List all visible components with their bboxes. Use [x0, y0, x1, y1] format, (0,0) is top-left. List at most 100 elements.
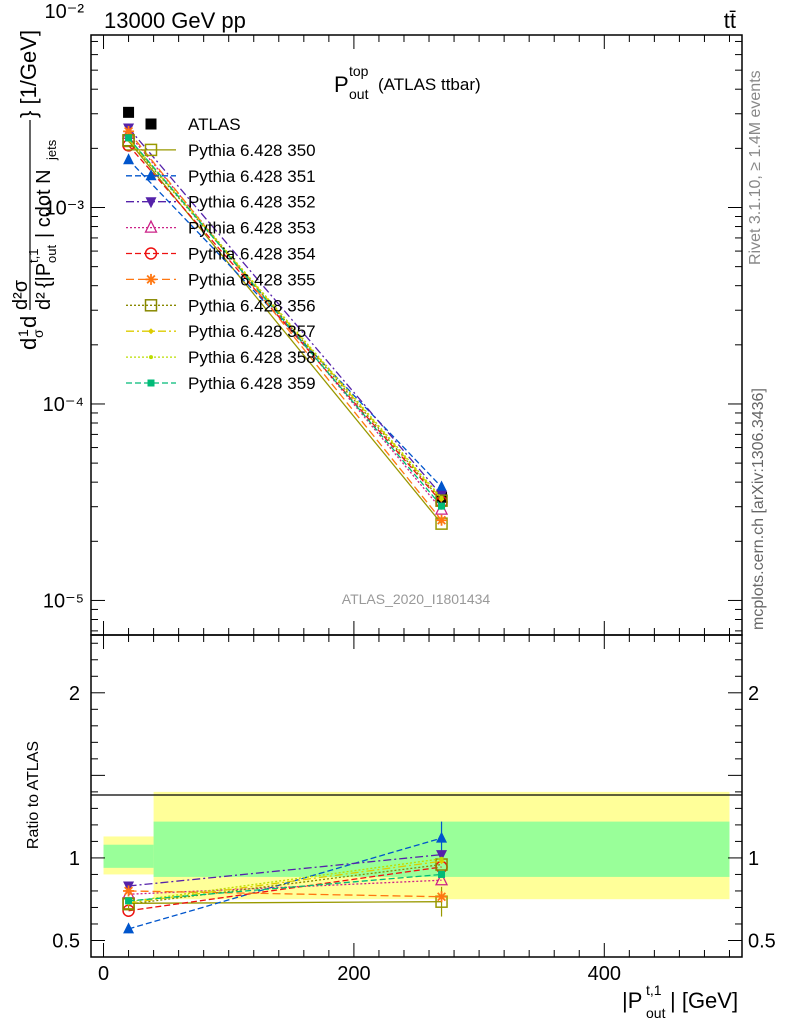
ratio-y-tick-label-left: 1 [69, 848, 80, 870]
ratio-y-tick-label-left: 2 [69, 683, 80, 705]
legend-label-8: Pythia 6.428 357 [188, 322, 316, 341]
main-y-axis-label: d 1 σ d d²σ d² {|P t,1 out | cdot N jets… [10, 30, 59, 350]
main-axis-ticks [91, 35, 742, 635]
ylabel-d2: d [16, 316, 41, 328]
ratio-point-5-1-stroke-3 [437, 892, 447, 902]
main-series-line-7 [128, 139, 443, 502]
main-series-line-5 [128, 144, 443, 503]
ratio-band-inner-0 [103, 844, 154, 868]
title-base: P [334, 72, 349, 97]
process-label: tt̄ [724, 8, 736, 33]
legend-marker-8 [148, 328, 154, 335]
main-plot-panel: 10⁻⁵ 10⁻⁴ 10⁻³ 10⁻² P top out (ATLAS ttbar)… [10, 1, 743, 636]
ratio-point-9-0 [125, 897, 133, 905]
ylabel-sigma: σ [30, 329, 46, 338]
legend-marker-6-stroke-3 [146, 274, 156, 284]
legend-label-4: Pythia 6.428 353 [188, 219, 316, 238]
plot-title: P top out (ATLAS ttbar) [334, 63, 481, 102]
ylabel-d: d [16, 338, 41, 350]
ratio-series-line-1 [128, 837, 442, 930]
analysis-id-label: ATLAS_2020_I1801434 [342, 591, 491, 607]
legend-marker-6 [145, 273, 157, 285]
main-point-9-1 [439, 495, 444, 500]
main-y-tick-labels: 10⁻⁵ 10⁻⁴ 10⁻³ 10⁻² [43, 1, 85, 612]
legend-label-2: Pythia 6.428 351 [188, 167, 316, 186]
ratio-point-1-1 [436, 831, 448, 843]
ratio-point-8-1 [439, 856, 444, 861]
legend-label-10: Pythia 6.428 359 [188, 374, 316, 393]
ratio-plot-panel: 0.5 0.5 1 1 2 2 0 200 400 Ratio to ATLAS |P t,1… [25, 634, 776, 1021]
ylabel-sub: out [44, 245, 59, 263]
ylabel-unit: } [1/GeV] [16, 30, 41, 118]
energy-label: 13000 GeV pp [104, 8, 246, 33]
title-sup: top [349, 63, 369, 79]
legend: ATLAS Pythia 6.428 350 Pythia 6.428 351 Pyt… [126, 115, 316, 393]
main-point-2-0 [123, 153, 135, 165]
ratio-series-line-5 [128, 890, 442, 898]
ratio-data-layer [122, 821, 449, 934]
ratio-y-tick-label-right: 2 [748, 683, 759, 705]
legend-marker-5 [144, 247, 158, 260]
ratio-axis-ticks [91, 635, 742, 957]
ratio-series-line-0 [128, 901, 442, 904]
legend-marker-0 [145, 118, 157, 130]
ratio-y-tick-label-left: 0.5 [52, 930, 80, 952]
title-sub: out [349, 86, 369, 102]
legend-label-9: Pythia 6.428 358 [188, 348, 316, 367]
x-axis-label: |P t,1 out | [GeV] [622, 982, 738, 1021]
ratio-y-tick-labels: 0.5 0.5 1 1 2 2 [52, 683, 776, 953]
main-series-line-6 [128, 130, 443, 521]
legend-marker-9 [149, 355, 153, 360]
main-point-2-1 [436, 480, 448, 492]
ratio-y-tick-label-right: 0.5 [748, 930, 776, 952]
legend-label-6: Pythia 6.428 355 [188, 270, 316, 289]
ratio-y-tick-label-right: 1 [748, 848, 759, 870]
legend-marker-7 [144, 299, 158, 312]
ratio-series-line-9 [128, 873, 442, 902]
ratio-point-3-1 [434, 872, 449, 886]
ratio-x-tick-label: 0 [98, 963, 109, 985]
legend-marker-2 [145, 169, 157, 181]
xlabel-sup: t,1 [646, 982, 662, 998]
ratio-series-line-6 [128, 863, 442, 905]
legend-marker-1 [144, 143, 158, 157]
ratio-x-tick-label: 400 [588, 963, 621, 985]
legend-marker-10 [147, 379, 155, 387]
main-point-6-0-stroke-3 [124, 126, 134, 136]
ratio-point-2-1 [436, 850, 448, 862]
legend-label-7: Pythia 6.428 356 [188, 296, 316, 315]
ratio-point-5-0 [123, 885, 135, 897]
ylabel-sup: t,1 [26, 249, 41, 263]
main-y-tick-label: 10⁻⁵ [43, 590, 84, 612]
ratio-point-1-0 [123, 922, 135, 934]
ratio-y-axis-label: Ratio to ATLAS [25, 741, 42, 849]
ratio-plot-frame [90, 634, 743, 958]
ratio-series-line-4 [128, 866, 442, 912]
main-point-10-0 [125, 134, 133, 142]
ratio-series-line-8 [128, 858, 442, 903]
legend-label-0: ATLAS [188, 115, 241, 134]
ratio-point-9-1 [438, 870, 446, 878]
ratio-point-5-1 [436, 891, 448, 903]
ratio-x-tick-label: 200 [337, 963, 370, 985]
xlabel-sub: out [646, 1005, 666, 1021]
legend-label-3: Pythia 6.428 352 [188, 193, 316, 212]
legend-label-5: Pythia 6.428 354 [188, 245, 316, 264]
main-series-line-4 [128, 133, 443, 511]
main-point-6-1-stroke-3 [437, 515, 447, 525]
legend-marker-3 [145, 197, 157, 209]
rivet-label: Rivet 3.1.10, ≥ 1.4M events [747, 70, 764, 265]
main-point-0-0 [123, 106, 135, 118]
main-series-line-9 [128, 138, 443, 499]
ylabel-pout: {|P [33, 263, 55, 288]
main-y-tick-label: 10⁻⁴ [43, 394, 84, 416]
legend-marker-4 [144, 219, 158, 233]
ylabel-jets: jets [44, 139, 59, 161]
ylabel-cdot: | cdot N [33, 169, 55, 238]
main-data-layer [122, 106, 449, 530]
ratio-x-tick-labels: 0 200 400 [98, 963, 621, 985]
legend-label-1: Pythia 6.428 350 [188, 141, 316, 160]
ratio-series-line-7 [128, 860, 442, 904]
main-y-tick-label: 10⁻³ [45, 197, 85, 219]
